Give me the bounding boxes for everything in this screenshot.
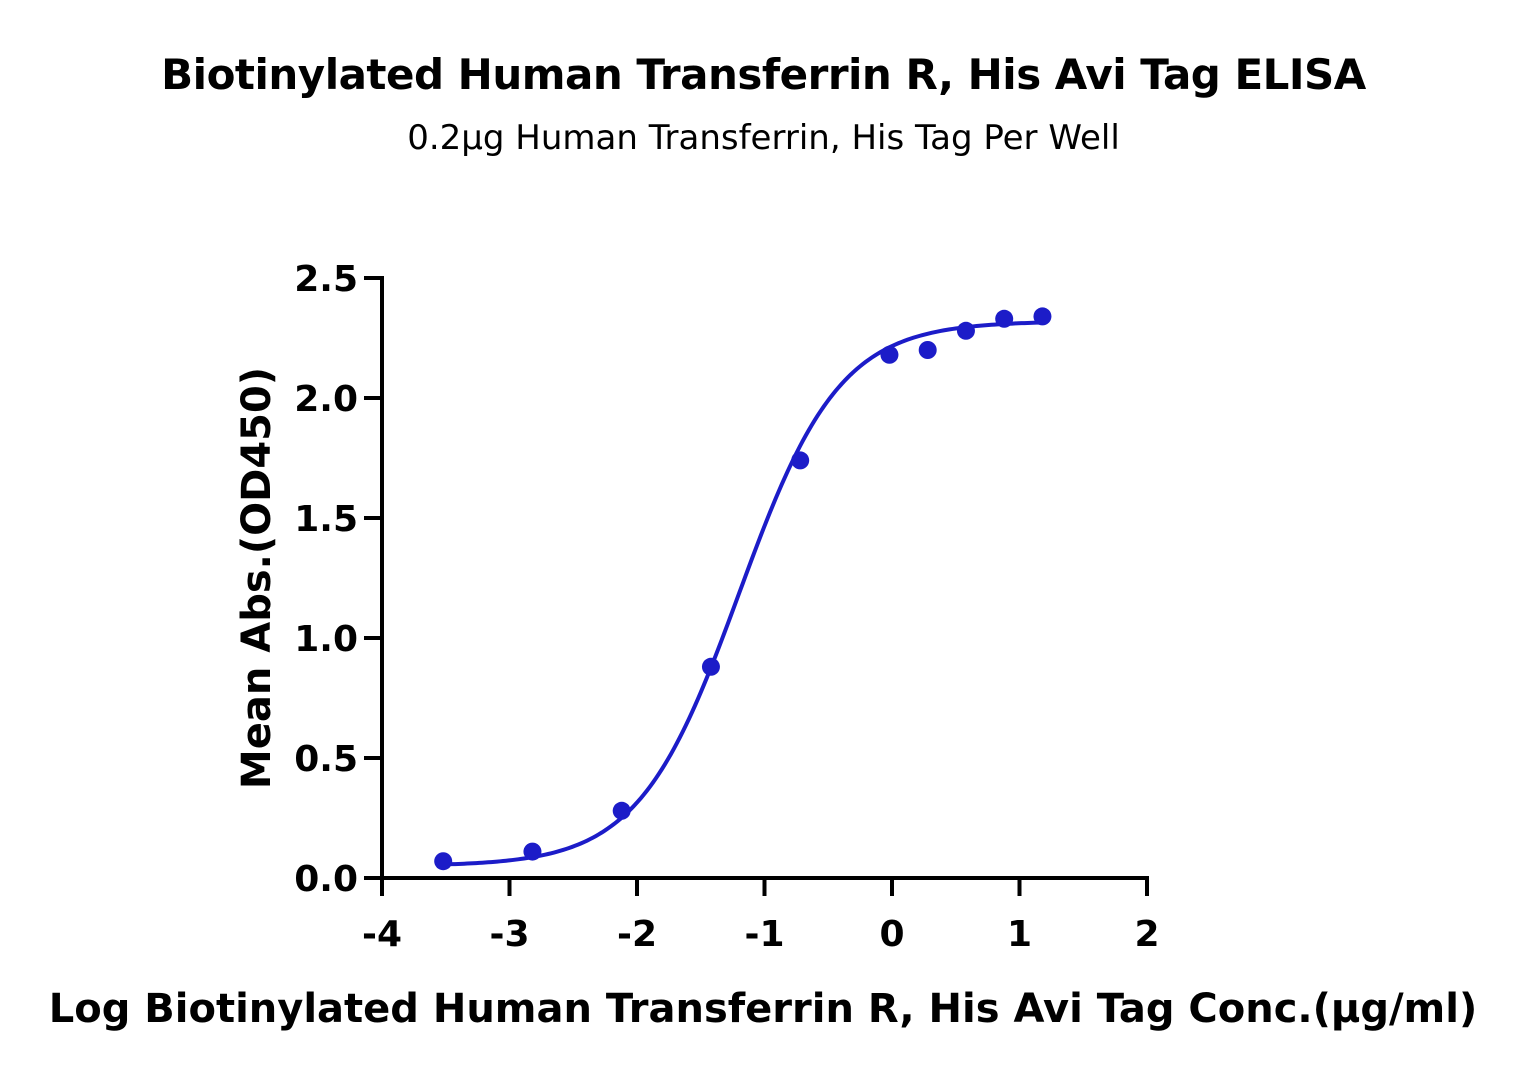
y-axis-title: Mean Abs.(OD450) bbox=[234, 367, 280, 789]
x-axis-title: Log Biotinylated Human Transferrin R, Hi… bbox=[49, 986, 1477, 1032]
x-tick-label: -1 bbox=[745, 914, 785, 955]
data-point bbox=[434, 852, 453, 871]
chart-subtitle: 0.2μg Human Transferrin, His Tag Per Wel… bbox=[407, 118, 1120, 158]
x-tick-label: -3 bbox=[490, 914, 530, 955]
data-point bbox=[995, 309, 1014, 328]
data-point bbox=[1033, 307, 1052, 326]
data-point bbox=[701, 657, 720, 676]
data-point bbox=[956, 321, 975, 340]
y-tick-label: 1.5 bbox=[294, 499, 358, 540]
x-tick-label: 2 bbox=[1134, 914, 1159, 955]
data-point bbox=[880, 345, 899, 364]
x-tick-label: 1 bbox=[1007, 914, 1032, 955]
y-tick-label: 2.0 bbox=[294, 379, 358, 420]
x-tick-label: -2 bbox=[617, 914, 657, 955]
data-point bbox=[523, 842, 542, 861]
data-point bbox=[612, 801, 631, 820]
data-point bbox=[918, 341, 937, 359]
x-tick-label: -4 bbox=[362, 914, 402, 955]
y-ticks: 0.0 0.5 1.0 1.5 2.0 2.5 bbox=[294, 259, 382, 900]
y-tick-label: 1.0 bbox=[294, 619, 358, 660]
data-points bbox=[434, 307, 1052, 871]
fit-curve bbox=[443, 320, 1043, 867]
x-tick-label: 0 bbox=[879, 914, 904, 955]
axes: 0.0 0.5 1.0 1.5 2.0 2.5 -4 -3 -2 -1 0 1 2 bbox=[294, 259, 1159, 955]
chart-title: Biotinylated Human Transferrin R, His Av… bbox=[161, 50, 1366, 99]
y-tick-label: 0.5 bbox=[294, 739, 358, 780]
data-point bbox=[791, 451, 810, 470]
x-ticks: -4 -3 -2 -1 0 1 2 bbox=[362, 878, 1160, 955]
y-tick-label: 0.0 bbox=[294, 859, 358, 900]
y-tick-label: 2.5 bbox=[294, 259, 358, 300]
